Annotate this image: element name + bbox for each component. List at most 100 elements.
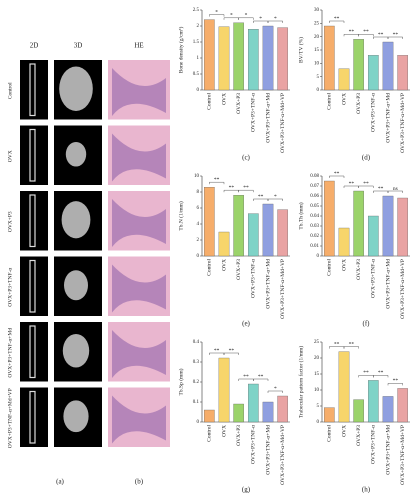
significance-bracket xyxy=(329,175,345,178)
significance-bracket xyxy=(387,190,403,193)
bar xyxy=(397,197,408,257)
micro-ct-2d xyxy=(20,322,48,382)
x-tick-label: OVX+P3 xyxy=(356,93,362,114)
he-tissue xyxy=(112,199,166,247)
x-tick-label: OVX+P3+TNF-α+Md+VP xyxy=(400,259,406,319)
y-tick-label: 0.05 xyxy=(310,204,319,209)
significance-label: ** xyxy=(334,16,340,22)
bar xyxy=(262,203,274,257)
significance-bracket xyxy=(238,17,254,20)
bar xyxy=(353,190,364,257)
bar xyxy=(262,401,274,423)
bar xyxy=(218,231,230,257)
y-tick-label: 25 xyxy=(314,340,320,345)
significance-bracket xyxy=(223,352,239,355)
y-tick-label: 4 xyxy=(197,222,200,227)
y-tick-label: 5 xyxy=(317,75,320,80)
significance-bracket xyxy=(253,378,269,381)
x-tick-label: OVX xyxy=(221,259,227,271)
y-tick-label: 15 xyxy=(314,48,320,53)
significance-bracket xyxy=(267,390,283,393)
x-tick-label: OVX+P3+TNF-α xyxy=(371,259,377,298)
x-tick-label: OVX xyxy=(341,259,347,271)
bar xyxy=(397,388,408,423)
x-tick-label: Control xyxy=(327,93,333,110)
y-tick-label: 0.3 xyxy=(193,360,200,365)
bar xyxy=(248,29,259,91)
y-tick-label: 0.1 xyxy=(193,400,200,405)
bone-2d xyxy=(29,194,36,248)
significance-label: * xyxy=(245,13,248,19)
y-tick-label: 0.07 xyxy=(310,184,319,189)
y-tick-label: 1.5 xyxy=(193,40,200,45)
x-tick-label: Control xyxy=(207,425,213,442)
bar xyxy=(204,409,215,423)
panel-label: (c) xyxy=(242,154,250,162)
significance-bracket xyxy=(343,346,359,349)
y-tick-label: 25 xyxy=(314,21,320,26)
significance-bracket xyxy=(238,190,254,193)
micro-ct-2d xyxy=(20,125,48,185)
y-axis-title: Tb.Th (mm) xyxy=(297,202,304,229)
panel-label: (b) xyxy=(135,478,144,486)
x-tick-label: OVX+P3+TNF-α+Md xyxy=(265,425,271,475)
x-tick-label: OVX+P3+TNF-α+Md+VP xyxy=(400,425,406,485)
significance-label: ** xyxy=(229,348,235,354)
y-tick-label: 0.08 xyxy=(310,174,319,179)
trabecular-3d xyxy=(61,201,91,239)
y-tick-label: 0.01 xyxy=(310,244,319,249)
x-tick-label: OVX+P3+TNF-α+Md xyxy=(385,425,391,475)
x-tick-label: Control xyxy=(327,259,333,276)
x-tick-label: OVX+P3 xyxy=(356,425,362,446)
significance-label: ** xyxy=(349,341,355,347)
trabecular-3d xyxy=(62,333,90,368)
x-tick-label: Control xyxy=(207,93,213,110)
bar xyxy=(338,227,350,257)
significance-bracket xyxy=(387,36,403,39)
y-tick-label: 0.5 xyxy=(193,72,200,77)
bar xyxy=(204,187,215,257)
y-tick-label: 0.03 xyxy=(310,224,319,229)
trabecular-3d xyxy=(63,400,89,433)
y-tick-label: 2 xyxy=(197,24,200,29)
y-tick-label: 6 xyxy=(197,206,200,211)
y-tick-label: 8 xyxy=(197,190,200,195)
bar xyxy=(382,41,394,91)
bar xyxy=(262,25,274,91)
x-tick-label: OVX+P3 xyxy=(356,259,362,280)
he-tissue xyxy=(112,68,166,116)
y-tick-label: 0.2 xyxy=(193,380,200,385)
panel-label: (h) xyxy=(362,486,371,494)
significance-label: ns xyxy=(393,186,398,192)
significance-bracket xyxy=(267,198,283,201)
bar xyxy=(204,19,215,91)
significance-label: ** xyxy=(243,374,249,380)
bar xyxy=(277,209,288,257)
x-tick-label: OVX+P3+TNF-α+Md xyxy=(385,93,391,143)
x-tick-label: OVX+P3+TNF-α xyxy=(251,425,257,464)
y-tick-label: 1 xyxy=(197,56,200,61)
x-tick-label: OVX xyxy=(221,425,227,437)
he-tissue xyxy=(112,395,166,444)
bone-2d xyxy=(29,128,36,182)
bar xyxy=(248,213,259,257)
bar xyxy=(233,195,244,257)
x-tick-label: OVX+P3 xyxy=(236,425,242,446)
significance-label: ** xyxy=(334,341,340,347)
x-tick-label: OVX xyxy=(221,93,227,105)
y-axis-title: BV/TV (%) xyxy=(297,37,304,63)
significance-label: * xyxy=(274,386,277,392)
y-tick-label: 0.02 xyxy=(310,234,319,239)
bar xyxy=(277,395,288,423)
significance-label: ** xyxy=(258,194,264,200)
y-tick-label: 20 xyxy=(314,356,320,361)
bar xyxy=(353,39,364,91)
significance-bracket xyxy=(387,383,403,386)
bar xyxy=(248,383,259,423)
significance-label: ** xyxy=(258,374,264,380)
y-tick-label: 0 xyxy=(197,254,200,259)
x-tick-label: OVX+P3+TNF-α+Md+VP xyxy=(400,93,406,153)
bar xyxy=(233,22,244,91)
significance-label: ** xyxy=(393,378,399,384)
x-tick-label: OVX+P3+TNF-α xyxy=(251,259,257,298)
